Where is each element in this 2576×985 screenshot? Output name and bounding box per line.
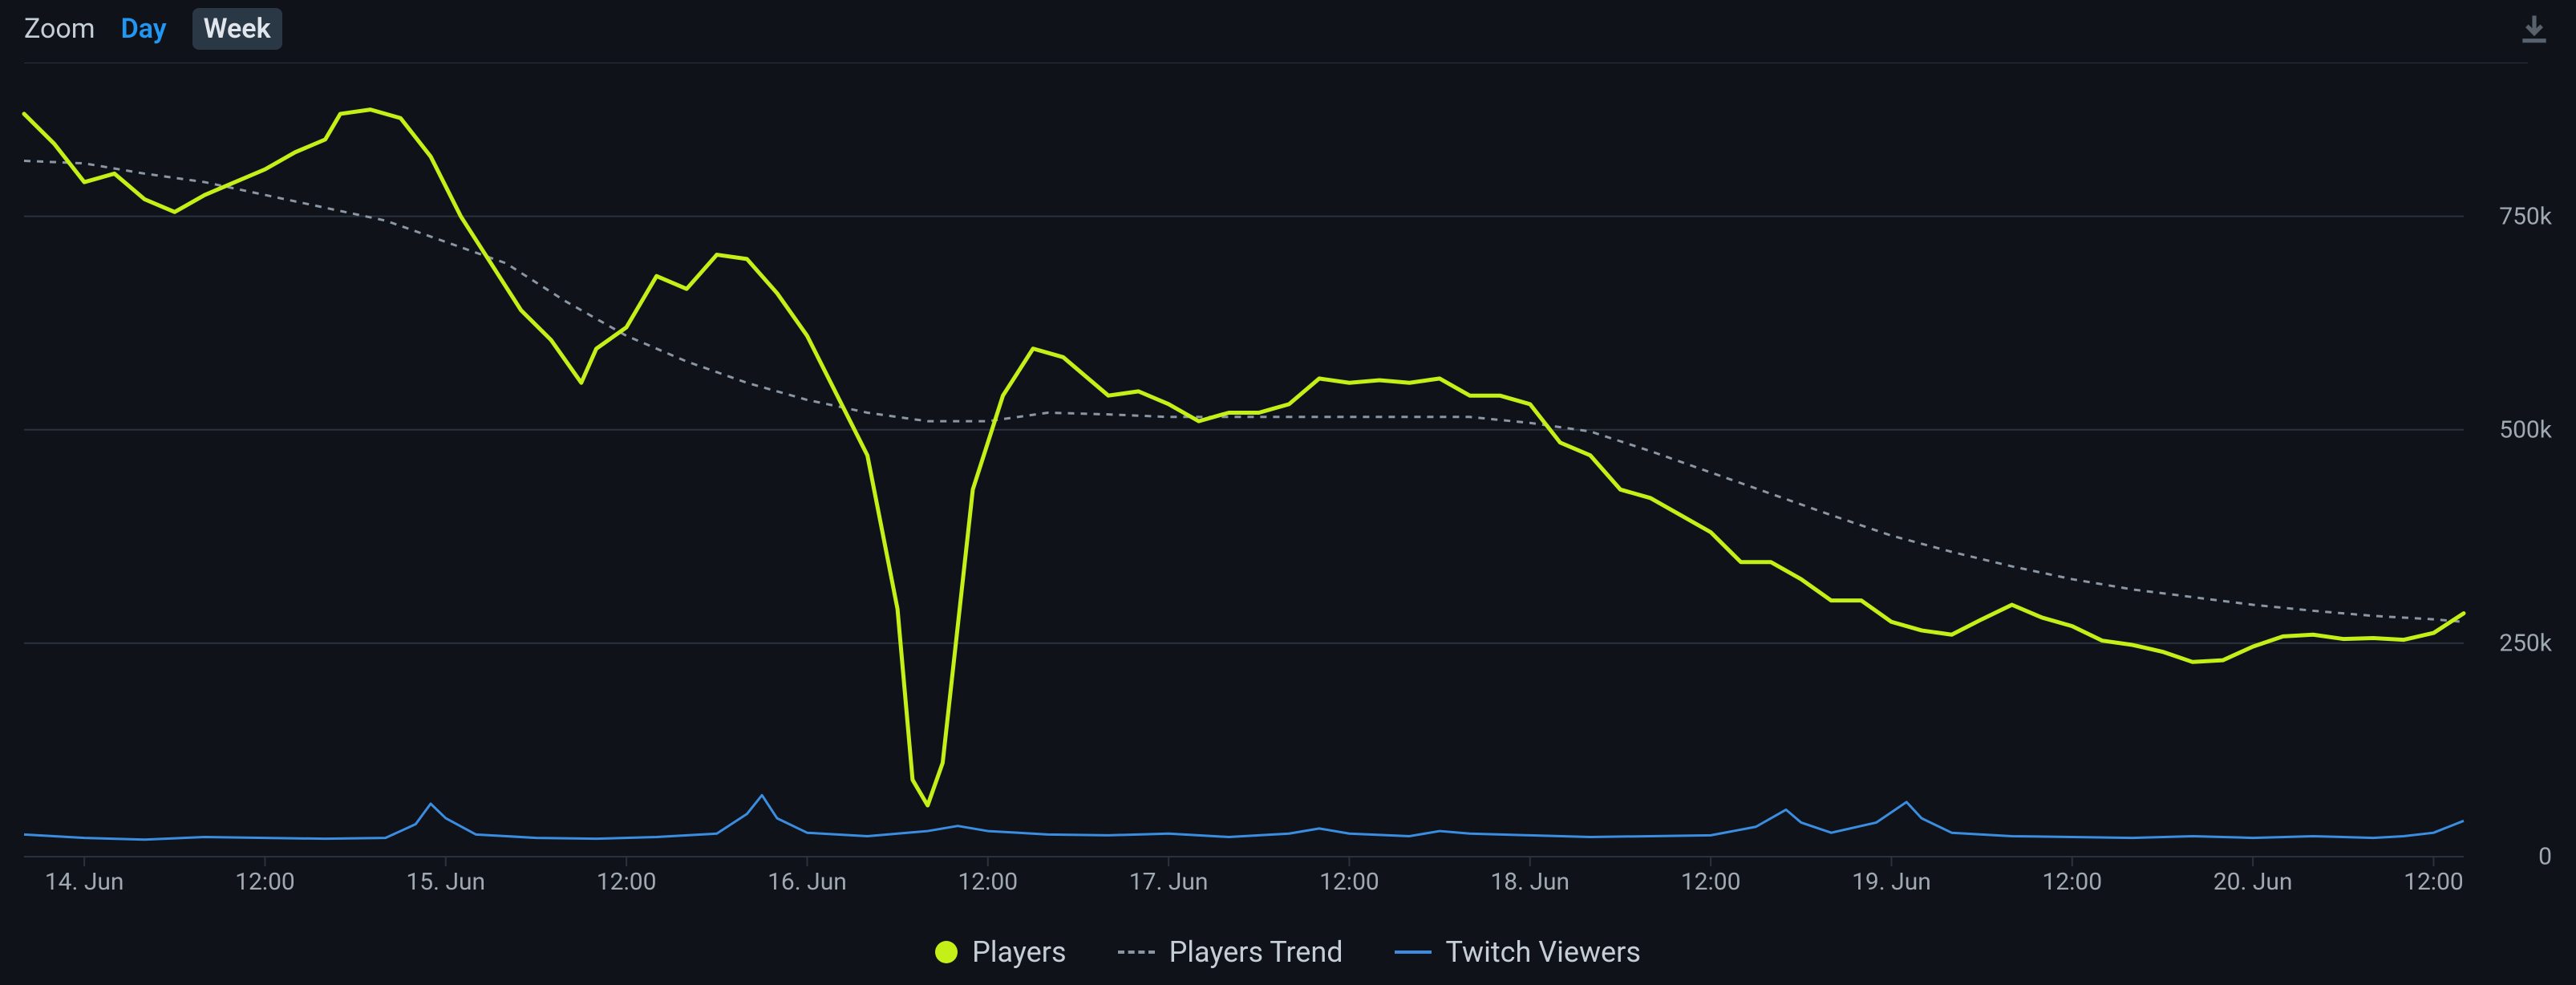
x-tick-label: 20. Jun [2213,868,2293,896]
legend-item-twitch[interactable]: Twitch Viewers [1395,935,1641,969]
chart-container: Zoom Day Week 14. Jun 12:00 15. Jun 12:00 16… [0,0,2576,985]
x-tick-label: 15. Jun [406,868,485,896]
legend-item-players[interactable]: Players [935,935,1066,969]
legend: Players Players Trend Twitch Viewers [0,935,2576,969]
zoom-toolbar: Zoom Day Week [24,8,2552,50]
legend-label: Players Trend [1169,935,1343,969]
legend-label: Twitch Viewers [1446,935,1641,969]
legend-dot-icon [935,941,958,963]
x-tick-label: 12:00 [2042,868,2102,896]
x-tick-label: 12:00 [1319,868,1379,896]
y-tick-label: 0 [2538,843,2552,871]
x-axis-labels: 14. Jun 12:00 15. Jun 12:00 16. Jun 12:00 17. … [24,868,2464,905]
download-icon[interactable] [2517,11,2552,47]
legend-dash-icon [1118,951,1155,954]
x-tick-label: 12:00 [958,868,1018,896]
plot-area [24,88,2464,857]
x-tick-label: 12:00 [235,868,295,896]
y-tick-label: 750k [2499,202,2552,230]
legend-label: Players [972,935,1066,969]
x-tick-label: 16. Jun [768,868,847,896]
zoom-week-button[interactable]: Week [192,8,282,50]
y-tick-label: 500k [2499,415,2552,444]
x-tick-label: 18. Jun [1490,868,1569,896]
x-tick-label: 12:00 [1681,868,1741,896]
zoom-day-button[interactable]: Day [110,8,178,50]
x-tick-label: 19. Jun [1852,868,1931,896]
y-tick-label: 250k [2499,629,2552,657]
x-tick-label: 12:00 [2404,868,2464,896]
x-tick-label: 14. Jun [45,868,124,896]
legend-line-icon [1395,951,1432,954]
zoom-label: Zoom [24,13,95,45]
x-tick-label: 17. Jun [1129,868,1209,896]
legend-item-trend[interactable]: Players Trend [1118,935,1343,969]
x-tick-label: 12:00 [597,868,657,896]
